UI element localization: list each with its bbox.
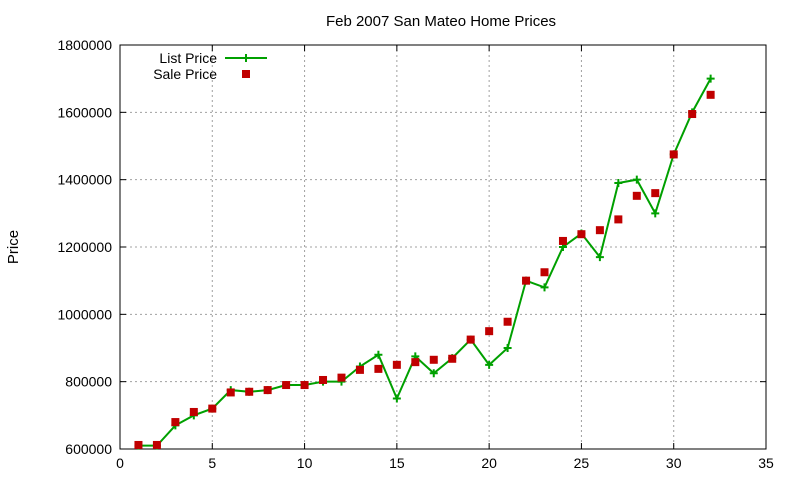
sale-price-point <box>614 215 623 224</box>
y-tick-label: 1000000 <box>57 306 112 322</box>
sale-price-point <box>485 327 494 336</box>
legend-label: Sale Price <box>153 66 217 82</box>
series <box>134 74 715 450</box>
axes: 0 5 10 15 20 25 30 35 600000 800000 1000000 1200000… <box>57 37 774 471</box>
x-tick-label: 10 <box>297 455 313 471</box>
sale-price-point <box>540 268 549 277</box>
sale-price-point <box>448 354 457 363</box>
sale-price-point <box>282 381 291 390</box>
sale-price-point <box>226 388 235 397</box>
chart-title: Feb 2007 San Mateo Home Prices <box>326 13 556 30</box>
sale-price-point <box>466 335 475 344</box>
grid <box>120 45 766 449</box>
list-price-point <box>614 179 623 188</box>
y-tick-label: 800000 <box>65 374 112 390</box>
list-price-line <box>138 78 712 447</box>
sale-price-point <box>337 373 346 382</box>
list-price-point <box>485 360 494 369</box>
sale-price-point <box>208 404 217 413</box>
sale-price-point <box>669 150 678 159</box>
list-price-point <box>429 369 438 378</box>
sale-price-point <box>688 110 697 119</box>
x-tick-label: 15 <box>389 455 405 471</box>
list-price-point <box>632 175 641 184</box>
x-tick-label: 35 <box>758 455 774 471</box>
list-price-point <box>540 283 549 292</box>
sale-price-point <box>595 226 604 235</box>
series-list-price <box>134 74 715 450</box>
sale-price-point <box>263 386 272 395</box>
legend-marker-swatch <box>242 54 250 62</box>
sale-price-point <box>706 90 715 99</box>
sale-price-point <box>152 440 161 449</box>
legend-marker-swatch <box>242 70 250 78</box>
y-tick-label: 1400000 <box>57 172 112 188</box>
list-price-point <box>392 394 401 403</box>
y-tick-label: 1800000 <box>57 37 112 53</box>
y-tick-label: 1200000 <box>57 239 112 255</box>
legend-label: List Price <box>159 50 217 66</box>
sale-price-point <box>300 381 309 390</box>
sale-price-point <box>374 364 383 373</box>
y-tick-label: 1600000 <box>57 104 112 120</box>
sale-price-point <box>189 407 198 416</box>
sale-price-point <box>522 276 531 285</box>
y-axis-label: Price <box>5 230 22 264</box>
x-tick-label: 0 <box>116 455 124 471</box>
sale-price-point <box>355 365 364 374</box>
sale-price-point <box>171 418 180 427</box>
list-price-point <box>706 74 715 83</box>
sale-price-point <box>134 440 143 449</box>
series-sale-price <box>134 90 715 449</box>
sale-price-point <box>245 387 254 396</box>
list-price-point <box>651 209 660 218</box>
x-tick-label: 25 <box>574 455 590 471</box>
list-price-point <box>503 344 512 352</box>
sale-price-point <box>429 355 438 364</box>
y-tick-label: 600000 <box>65 441 112 457</box>
x-tick-label: 5 <box>208 455 216 471</box>
sale-price-point <box>558 236 567 245</box>
sale-price-point <box>503 317 512 326</box>
sale-price-point <box>411 358 420 367</box>
sale-price-point <box>392 360 401 369</box>
sale-price-point <box>577 230 586 239</box>
sale-price-point <box>632 191 641 200</box>
x-tick-label: 20 <box>481 455 497 471</box>
sale-price-point <box>651 189 660 198</box>
list-price-point <box>374 350 383 359</box>
list-price-point <box>595 253 604 262</box>
sale-price-point <box>319 375 328 384</box>
x-tick-label: 30 <box>666 455 682 471</box>
